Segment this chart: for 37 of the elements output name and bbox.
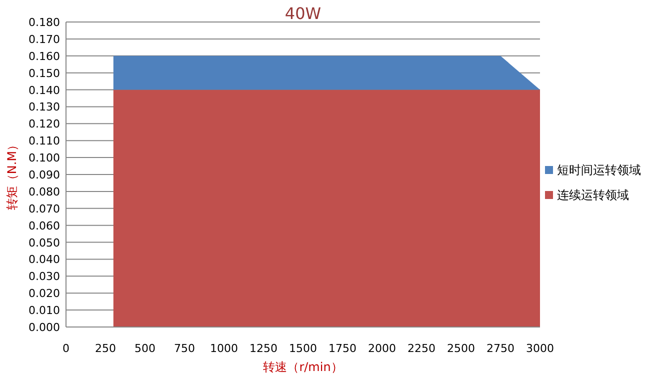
- y-tick-label: 0.180: [28, 16, 60, 29]
- y-tick-label: 0.120: [28, 118, 60, 131]
- chart-title: 40W: [284, 4, 322, 23]
- x-tick-label: 0: [62, 342, 70, 355]
- x-tick-label: 2750: [486, 342, 514, 355]
- y-tick-label: 0.110: [28, 134, 60, 148]
- y-tick-label: 0.070: [28, 202, 60, 216]
- x-tick-label: 1250: [250, 342, 278, 355]
- legend-label: 短时间运转领域: [557, 163, 641, 177]
- x-tick-label: 1750: [328, 342, 356, 355]
- y-axis-title: 转矩（N.M）: [5, 138, 19, 210]
- y-tick-label: 0.170: [28, 32, 60, 46]
- y-tick-label: 0.040: [28, 253, 60, 266]
- x-tick-label: 1000: [210, 342, 238, 355]
- legend-label: 连续运转领域: [557, 188, 629, 202]
- y-tick-label: 0.150: [28, 66, 60, 80]
- x-tick-label: 1500: [289, 342, 317, 355]
- y-tick-label: 0.010: [28, 304, 60, 318]
- x-tick-label: 750: [174, 342, 195, 355]
- y-tick-label: 0.050: [28, 236, 60, 250]
- y-tick-label: 0.060: [28, 219, 60, 232]
- x-tick-label: 500: [134, 342, 156, 355]
- x-tick-label: 2000: [368, 342, 396, 355]
- y-tick-label: 0.160: [28, 50, 60, 63]
- x-tick-label: 250: [95, 342, 116, 355]
- x-tick-label: 3000: [526, 342, 554, 355]
- y-tick-label: 0.020: [28, 287, 60, 300]
- x-axis-title: 转速（r/min）: [263, 360, 343, 374]
- x-tick-label: 2500: [447, 342, 475, 355]
- y-tick-label: 0.080: [28, 185, 60, 198]
- y-tick-label: 0.090: [28, 168, 60, 182]
- y-tick-label: 0.030: [28, 270, 60, 284]
- y-tick-label: 0.130: [28, 100, 60, 114]
- y-tick-label: 0.000: [28, 321, 60, 334]
- x-tick-label: 2250: [408, 342, 436, 355]
- y-tick-label: 0.140: [28, 84, 60, 97]
- y-tick-label: 0.100: [28, 152, 60, 165]
